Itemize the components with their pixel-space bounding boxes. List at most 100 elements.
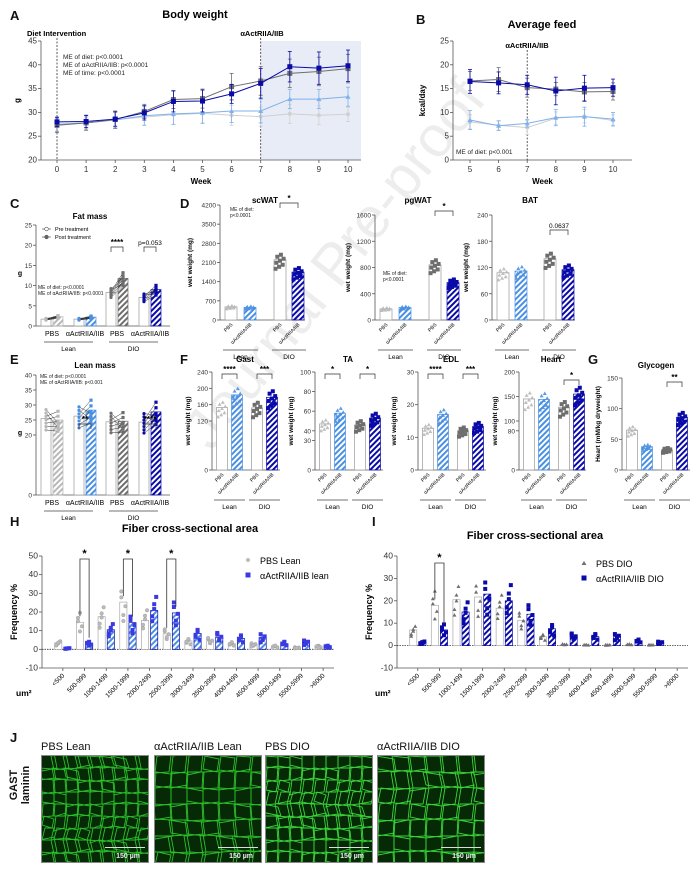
laminin-cell-outline <box>42 815 55 829</box>
laminin-cell-outline <box>349 849 363 862</box>
data-point <box>627 426 632 430</box>
data-point <box>275 254 280 259</box>
data-point <box>141 626 146 631</box>
data-point <box>558 414 562 419</box>
data-point <box>235 394 239 398</box>
data-point <box>444 411 449 416</box>
y-tick-label: 10 <box>407 435 415 442</box>
data-point <box>298 274 303 279</box>
y-axis-label: wet weight (mg) <box>288 396 295 446</box>
y-axis-label: wet weight (mg) <box>391 396 398 446</box>
data-point <box>483 586 488 591</box>
laminin-cell-outline <box>186 771 204 789</box>
data-point <box>561 275 566 280</box>
data-point <box>170 111 176 116</box>
group-label: Lean <box>388 354 403 361</box>
laminin-cell-outline <box>473 834 484 855</box>
y-tick-label: 35 <box>28 84 37 93</box>
paired-line <box>110 427 124 430</box>
laminin-cell-outline <box>266 849 279 862</box>
data-point <box>89 415 93 419</box>
data-point <box>99 611 104 616</box>
data-point <box>426 422 431 427</box>
laminin-cell-outline <box>301 851 315 862</box>
data-point <box>296 270 300 275</box>
data-point <box>612 638 617 643</box>
laminin-cell-outline <box>53 812 67 832</box>
paired-line <box>78 317 92 319</box>
laminin-cell-outline <box>393 819 411 837</box>
laminin-cell-outline <box>155 851 172 862</box>
data-point <box>495 616 500 620</box>
significance-bracket <box>166 558 177 628</box>
x-category-label: PBS <box>427 322 439 334</box>
y-tick-label: 30 <box>304 438 312 445</box>
x-category-label: PBS <box>542 322 554 334</box>
data-point <box>154 413 158 417</box>
x-category-label: PBS <box>223 322 235 334</box>
data-point <box>538 635 543 639</box>
chart-title: BAT <box>522 196 538 205</box>
data-point <box>121 278 125 282</box>
laminin-cell-outline <box>136 778 148 794</box>
y-tick-label: 60 <box>481 291 489 298</box>
laminin-cell-outline <box>250 786 261 806</box>
data-point <box>170 98 176 104</box>
laminin-cell-outline <box>235 849 252 862</box>
y-tick-label: 120 <box>197 419 208 426</box>
scale-bar <box>329 846 369 848</box>
y-tick-label: 4200 <box>202 203 217 210</box>
data-point <box>195 627 200 632</box>
laminin-cell-outline <box>250 771 261 788</box>
x-tick-label: 4 <box>171 165 176 174</box>
data-point <box>411 627 416 631</box>
laminin-cell-outline <box>471 756 484 776</box>
data-point <box>496 80 502 86</box>
data-point <box>680 416 684 421</box>
y-tick-label: 40 <box>304 428 312 435</box>
significance-label: * <box>366 365 370 374</box>
data-point <box>463 432 468 437</box>
data-point <box>56 640 61 645</box>
stats-text: ME of αActRIIA/IIB: p<0.0001 <box>38 291 104 297</box>
bar--actriia-iib-lean <box>171 612 180 650</box>
data-point <box>676 423 680 428</box>
data-point <box>215 630 220 635</box>
laminin-cell-outline <box>473 787 484 804</box>
laminin-cell-outline <box>277 779 291 793</box>
data-point <box>528 622 533 627</box>
chart-fiber-csa-lean: -10 0 10 20 30 40 50 Fiber cross-sectional area… <box>9 523 334 699</box>
significance-label: 0.0637 <box>549 223 569 230</box>
y-tick-label: 25 <box>28 132 37 141</box>
data-point <box>171 600 176 605</box>
micrograph-image: 150 µm <box>41 755 149 863</box>
laminin-cell-outline <box>42 802 55 818</box>
legend-marker <box>245 572 251 578</box>
data-point <box>132 622 137 627</box>
data-point <box>130 627 135 632</box>
data-point <box>270 396 274 401</box>
y-tick-label: 0 <box>484 318 488 325</box>
group-label: DIO <box>438 354 450 361</box>
data-point <box>474 584 479 588</box>
data-point <box>278 258 282 263</box>
laminin-cell-outline <box>349 779 363 793</box>
data-point <box>450 284 455 289</box>
data-point <box>519 269 523 274</box>
data-point <box>56 421 60 425</box>
legend-label: αActRIIA/IIB DIO <box>596 574 664 584</box>
group-label: Lean <box>529 504 544 511</box>
laminin-cell-outline <box>218 769 236 791</box>
x-axis-label: Week <box>532 177 553 186</box>
y-tick-label: 40 <box>28 60 37 69</box>
significance-label: * <box>169 548 174 560</box>
data-point <box>106 634 111 639</box>
data-point <box>548 251 553 256</box>
data-point <box>524 120 530 126</box>
data-point <box>564 410 569 415</box>
data-point <box>373 411 378 416</box>
significance-label: ** <box>82 415 89 424</box>
bar--actriia-iib-lean <box>128 622 137 650</box>
data-point <box>563 265 568 270</box>
